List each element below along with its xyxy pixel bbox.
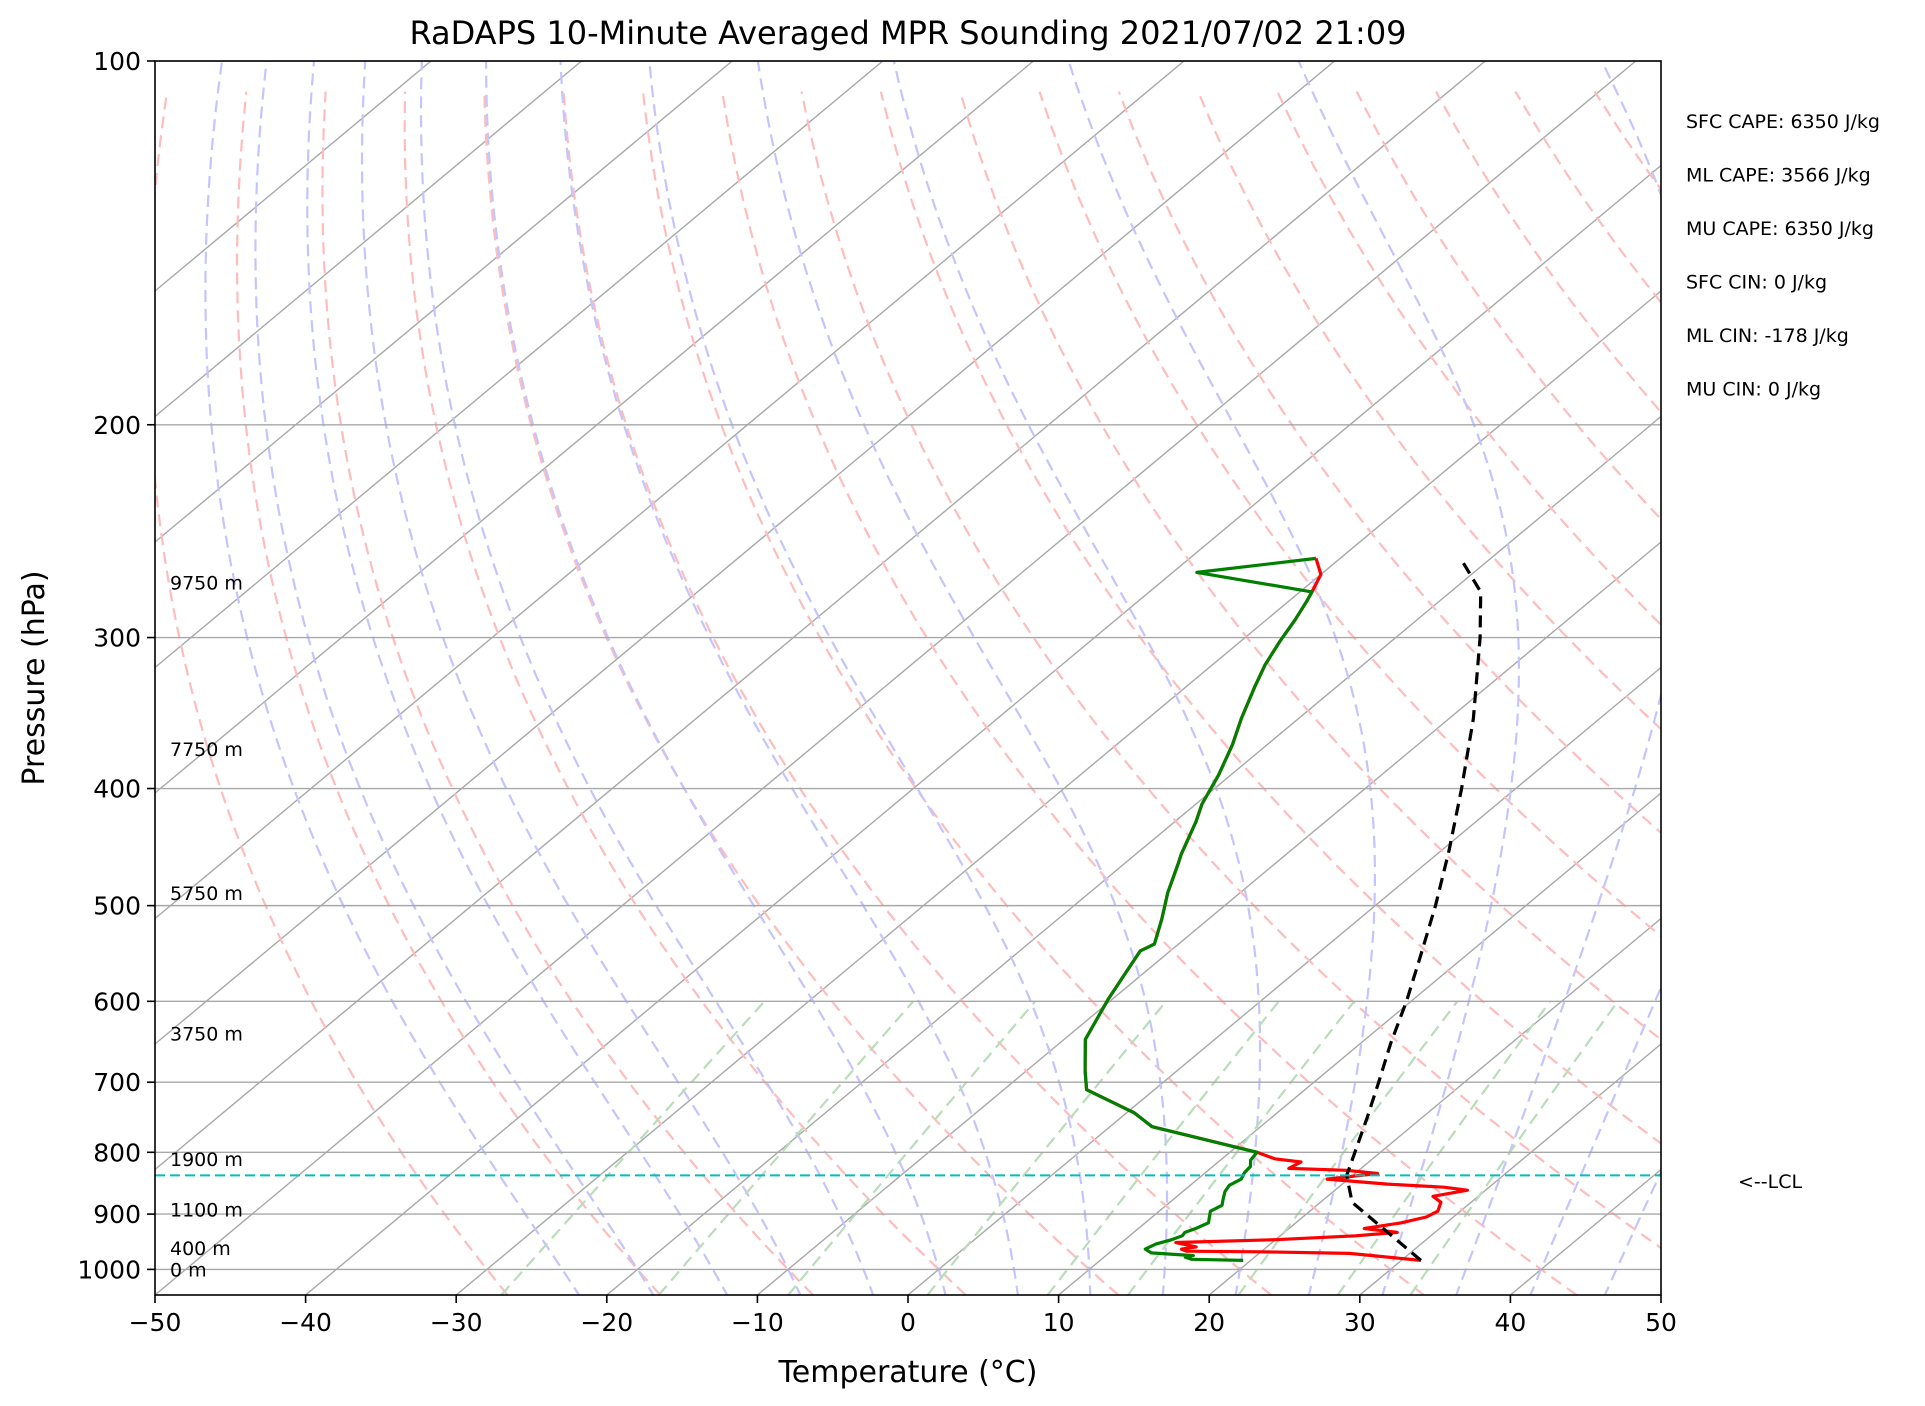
y-axis-label: Pressure (hPa) <box>17 570 52 785</box>
parcel-profile <box>1345 557 1483 1262</box>
moist-adiabat-line <box>254 61 655 1295</box>
isotherm-line <box>455 290 1661 1295</box>
dry-adiabat-line <box>321 91 814 1295</box>
moist-adiabat-line <box>360 61 802 1295</box>
height-label: 1900 m <box>170 1149 243 1171</box>
y-tick-label: 700 <box>93 1068 141 1097</box>
x-tick-label: −50 <box>129 1308 182 1337</box>
height-label: 5750 m <box>170 883 243 905</box>
mixing-ratio-line <box>1409 1000 1619 1295</box>
y-tick-label: 300 <box>93 624 141 653</box>
chart-title: RaDAPS 10-Minute Averaged MPR Sounding 2… <box>409 14 1406 52</box>
height-label: 1100 m <box>170 1199 243 1221</box>
dry-adiabat-line <box>1833 92 1925 1295</box>
isotherm-line <box>155 61 884 669</box>
mixing-ratio-line <box>500 1000 766 1295</box>
dry-adiabat-line <box>1912 92 1925 1295</box>
dry-adiabat-line <box>641 91 1425 1295</box>
mixing-ratio-line <box>1127 1000 1356 1295</box>
x-tick-label: −40 <box>279 1308 332 1337</box>
isotherm-line <box>155 61 1637 1295</box>
isotherm-line <box>907 666 1661 1295</box>
stat-label: MU CAPE: 6350 J/kg <box>1686 218 1874 240</box>
moist-adiabat-line <box>559 61 1020 1295</box>
height-label: 400 m <box>170 1238 231 1260</box>
height-label: 7750 m <box>170 739 243 761</box>
moist-adiabat-line <box>1297 61 1520 1295</box>
moist-adiabat-line <box>306 61 729 1295</box>
moist-adiabat-line <box>892 61 1262 1295</box>
dry-adiabat-line <box>1276 91 1661 627</box>
mixing-ratio-line <box>657 1000 915 1295</box>
x-tick-label: 40 <box>1494 1308 1526 1337</box>
isotherm-line <box>155 61 1336 1045</box>
sounding-profiles <box>155 556 1661 1262</box>
x-axis-label: Temperature (°C) <box>778 1355 1038 1390</box>
stat-label: SFC CIN: 0 J/kg <box>1686 272 1827 294</box>
isotherm-line <box>1208 917 1661 1295</box>
stat-label: SFC CAPE: 6350 J/kg <box>1686 111 1880 133</box>
isotherm-line <box>305 164 1661 1295</box>
y-tick-label: 800 <box>93 1138 141 1167</box>
stat-label: MU CIN: 0 J/kg <box>1686 379 1821 401</box>
y-tick-label: 100 <box>93 47 141 76</box>
x-tick-label: −20 <box>580 1308 633 1337</box>
y-tick-label: 900 <box>93 1200 141 1229</box>
dry-adiabat-line <box>721 91 1578 1295</box>
y-tick-label: 200 <box>93 411 141 440</box>
isotherm-line <box>606 415 1661 1295</box>
height-label: 0 m <box>170 1259 207 1281</box>
dry-adiabat-line <box>403 91 967 1295</box>
isotherm-line <box>1359 1043 1661 1295</box>
x-tick-label: 50 <box>1645 1308 1677 1337</box>
isotherm-line <box>155 61 1034 794</box>
isotherm-line <box>155 61 583 418</box>
height-label: 3750 m <box>170 1024 243 1046</box>
moist-adiabat-line <box>648 61 1092 1295</box>
isotherm-line <box>1660 1294 1661 1295</box>
y-tick-label: 1000 <box>77 1255 141 1284</box>
moist-adiabat-line <box>204 61 581 1295</box>
dry-adiabat-line <box>235 91 662 1295</box>
x-tick-label: −10 <box>731 1308 784 1337</box>
dry-adiabat-line <box>483 91 1120 1295</box>
stability-stats: SFC CAPE: 6350 J/kg ML CAPE: 3566 J/kg MU … <box>1686 111 1880 401</box>
background-lines <box>155 61 1925 1295</box>
pressure-gridlines <box>155 61 1661 1271</box>
y-tick-label: 500 <box>93 892 141 921</box>
height-label: 9750 m <box>170 572 243 594</box>
stat-label: ML CIN: -178 J/kg <box>1686 325 1849 347</box>
plot-background <box>155 61 1661 1295</box>
isotherm-line <box>1058 792 1661 1295</box>
stat-label: ML CAPE: 3566 J/kg <box>1686 165 1871 187</box>
isotherm-line <box>155 61 733 543</box>
x-axis-ticks: −50 −40 −30 −20 −10 0 10 20 30 40 50 <box>129 1295 1677 1337</box>
isotherm-line <box>155 61 1185 920</box>
x-tick-label: 20 <box>1193 1308 1225 1337</box>
y-tick-label: 400 <box>93 775 141 804</box>
x-tick-label: −30 <box>430 1308 483 1337</box>
y-tick-label: 600 <box>93 987 141 1016</box>
x-tick-label: 0 <box>900 1308 916 1337</box>
isotherm-line <box>155 61 432 292</box>
dewpoint-profile <box>1083 556 1317 1262</box>
height-labels: 9750 m 7750 m 5750 m 3750 m 1900 m 1100 m 400 … <box>170 572 243 1281</box>
mixing-ratio-line <box>926 1000 1167 1295</box>
mixing-ratio-line <box>1046 1000 1280 1295</box>
x-tick-label: 30 <box>1344 1308 1376 1337</box>
moist-adiabat-line <box>756 61 1169 1295</box>
lcl-label: <--LCL <box>1738 1171 1802 1193</box>
isotherm-line <box>155 61 1486 1171</box>
y-axis-ticks: 100 200 300 400 500 600 700 800 900 1000 <box>77 47 155 1284</box>
moist-adiabat-line <box>484 61 947 1295</box>
x-tick-label: 10 <box>1043 1308 1075 1337</box>
